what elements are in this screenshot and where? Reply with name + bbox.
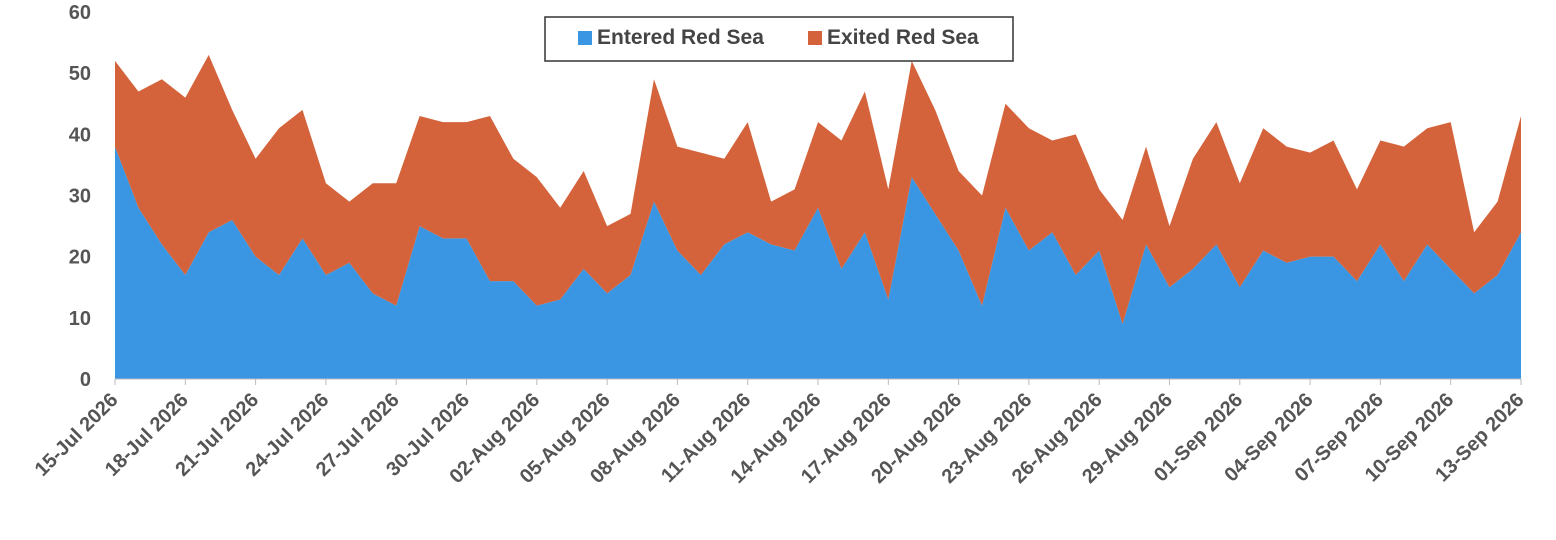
y-tick-label: 20 (69, 247, 91, 269)
y-tick-label: 30 (69, 186, 91, 208)
legend-label-exited: Exited Red Sea (827, 26, 979, 49)
y-tick-label: 0 (80, 369, 91, 391)
legend: Entered Red Sea Exited Red Sea (544, 16, 1014, 62)
y-tick-label: 10 (69, 308, 91, 330)
y-axis-ticks: 0 10 20 30 40 50 60 (69, 2, 91, 391)
legend-swatch-entered (578, 31, 592, 45)
legend-label-entered: Entered Red Sea (597, 26, 764, 49)
plot-area (115, 54, 1521, 379)
legend-swatch-exited (808, 31, 822, 45)
area-series-exited (115, 54, 1521, 324)
y-tick-label: 50 (69, 63, 91, 85)
legend-box (544, 16, 1014, 62)
y-tick-label: 40 (69, 124, 91, 146)
y-tick-label: 60 (69, 2, 91, 24)
area-series-entered (115, 146, 1521, 379)
